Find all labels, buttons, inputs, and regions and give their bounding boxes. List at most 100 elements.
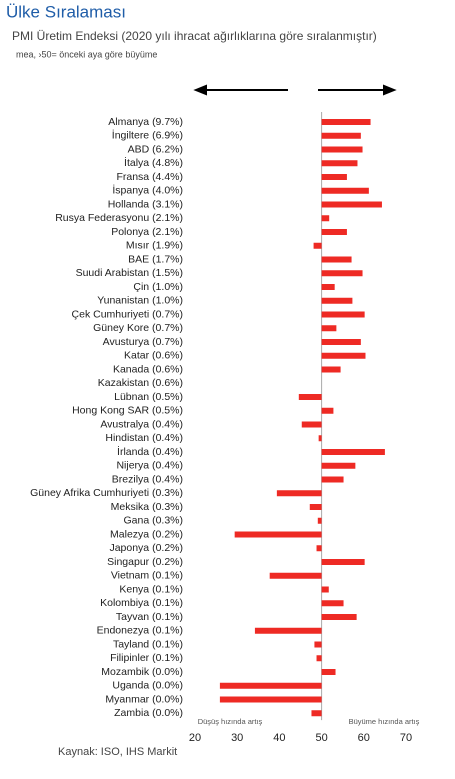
bar — [321, 311, 365, 318]
left-label: Düşüş hızında artış — [198, 717, 263, 726]
x-tick-label: 50 — [315, 732, 327, 744]
y-tick-label: Avusturya (0.7%) — [103, 336, 183, 348]
y-tick-label: Uganda (0.0%) — [112, 680, 183, 692]
y-tick-label: Yunanistan (1.0%) — [97, 295, 183, 307]
bar — [219, 696, 322, 703]
bar — [321, 339, 361, 345]
y-tick-label: Malezya (0.2%) — [110, 528, 183, 540]
y-tick-label: Singapur (0.2%) — [107, 556, 183, 568]
y-tick-label: İtalya (4.8%) — [124, 156, 183, 169]
y-tick-label: Çek Cumhuriyeti (0.7%) — [72, 308, 183, 320]
bar — [311, 710, 322, 717]
y-tick-label: Kolombiya (0.1%) — [100, 597, 183, 609]
bar — [317, 517, 322, 524]
bar — [321, 284, 335, 290]
y-tick-label: Güney Kore (0.7%) — [93, 322, 183, 334]
bar — [298, 394, 322, 400]
bar — [321, 586, 329, 593]
y-tick-label: Mısır (1.9%) — [126, 240, 183, 252]
y-tick-label: Brezilya (0.4%) — [112, 473, 183, 485]
y-tick-label: Çin (1.0%) — [133, 281, 183, 293]
x-tick-label: 30 — [231, 732, 243, 744]
y-tick-label: Hindistan (0.4%) — [105, 432, 183, 444]
y-tick-label: Tayvan (0.1%) — [116, 611, 183, 623]
bar — [321, 449, 385, 455]
x-tick-label: 40 — [273, 732, 285, 744]
bar — [321, 476, 344, 483]
bar — [314, 641, 322, 648]
x-tick-label: 70 — [400, 732, 412, 744]
bar — [234, 531, 322, 538]
y-tick-label: Gana (0.3%) — [123, 515, 183, 527]
bar — [321, 669, 336, 675]
bar — [321, 132, 361, 139]
bar — [321, 119, 371, 125]
arrows — [193, 84, 397, 96]
y-tick-label: İrlanda (0.4%) — [117, 445, 183, 458]
y-tick-label: Lübnan (0.5%) — [114, 391, 183, 403]
bar — [318, 435, 322, 442]
y-tick-label: Kanada (0.6%) — [113, 363, 183, 375]
bar — [321, 352, 366, 359]
y-tick-label: Rusya Federasyonu (2.1%) — [55, 212, 183, 224]
chart-subtitle: PMI Üretim Endeksi (2020 yılı ihracat ağ… — [12, 29, 377, 43]
y-tick-label: BAE (1.7%) — [128, 253, 183, 265]
bar — [316, 545, 322, 552]
source: Kaynak: ISO, IHS Markit — [58, 746, 177, 758]
bar — [301, 421, 322, 428]
bar — [321, 187, 369, 194]
y-tick-label: Almanya (9.7%) — [108, 116, 183, 128]
y-tick-label: Polonya (2.1%) — [111, 226, 183, 238]
y-tick-label: Filipinler (0.1%) — [110, 652, 183, 664]
bar — [321, 600, 344, 607]
y-tick-label: Nijerya (0.4%) — [116, 460, 183, 472]
right-label: Büyüme hızında artış — [349, 717, 420, 726]
bar — [321, 146, 363, 153]
bar — [321, 559, 365, 565]
y-tick-label: İngiltere (6.9%) — [112, 129, 183, 142]
bar — [321, 614, 357, 620]
y-tick-label: Fransa (4.4%) — [116, 171, 183, 183]
y-tick-label: Meksika (0.3%) — [111, 501, 183, 513]
x-tick-label: 20 — [189, 732, 201, 744]
y-tick-label: Hong Kong SAR (0.5%) — [72, 405, 183, 417]
y-tick-label: Japonya (0.2%) — [109, 542, 183, 554]
bar — [316, 655, 322, 662]
y-tick-label: Güney Afrika Cumhuriyeti (0.3%) — [30, 487, 183, 499]
y-tick-label: Kazakistan (0.6%) — [98, 377, 183, 389]
bar — [269, 572, 322, 579]
y-tick-label: ABD (6.2%) — [128, 143, 183, 155]
y-tick-label: Kenya (0.1%) — [119, 583, 183, 595]
y-tick-label: Mozambik (0.0%) — [101, 666, 183, 678]
y-tick-label: Katar (0.6%) — [124, 350, 183, 362]
y-tick-label: Hollanda (3.1%) — [108, 198, 183, 210]
bar — [219, 682, 322, 689]
bar — [309, 504, 322, 510]
bar — [321, 325, 337, 332]
y-tick-label: Tayland (0.1%) — [113, 638, 183, 650]
bar — [321, 407, 334, 414]
bar — [321, 215, 330, 222]
y-tick-label: Avustralya (0.4%) — [100, 418, 183, 430]
y-tick-label: Endonezya (0.1%) — [97, 625, 183, 637]
note: mea, ›50= önceki aya göre büyüme — [16, 49, 157, 59]
bar — [321, 366, 341, 373]
bar — [321, 174, 347, 180]
y-tick-label: Suudi Arabistan (1.5%) — [76, 267, 183, 279]
chart-title: Ülke Sıralaması — [6, 2, 126, 21]
y-tick-label: Myanmar (0.0%) — [105, 693, 183, 705]
bar — [321, 256, 352, 263]
y-tick-label: İspanya (4.0%) — [112, 184, 183, 197]
bar — [321, 160, 358, 167]
y-tick-label: Zambia (0.0%) — [114, 707, 183, 719]
bar — [321, 297, 353, 304]
y-tick-label: Vietnam (0.1%) — [111, 570, 183, 582]
bar — [313, 242, 322, 249]
bar — [321, 462, 356, 469]
bar — [321, 270, 363, 277]
bar — [254, 627, 322, 634]
bar — [321, 201, 382, 208]
x-tick-label: 60 — [358, 732, 370, 744]
bar — [321, 229, 347, 235]
